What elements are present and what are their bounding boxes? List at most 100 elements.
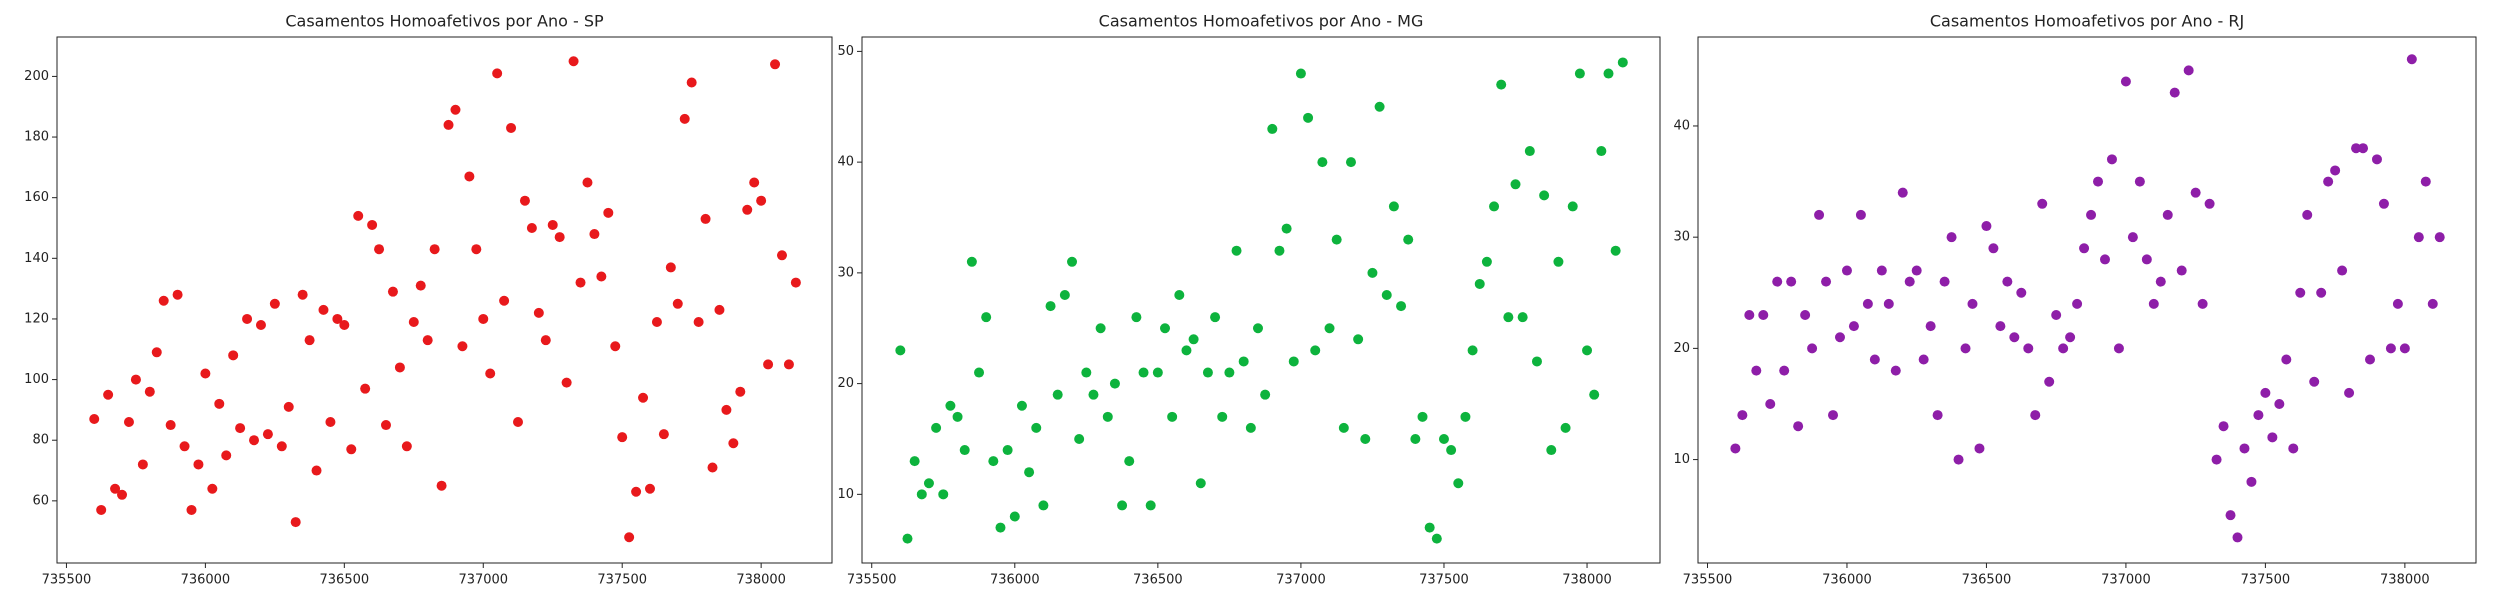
point — [1338, 422, 1349, 433]
x-tick-label: 737000 — [458, 573, 508, 588]
point — [2079, 243, 2090, 254]
point — [1217, 411, 1228, 422]
point — [631, 486, 642, 497]
point — [443, 119, 454, 130]
point — [1946, 232, 1957, 243]
point — [2176, 265, 2187, 276]
point — [1195, 478, 1206, 489]
point — [1288, 356, 1299, 367]
point — [1381, 290, 1392, 301]
point — [457, 341, 468, 352]
x-tick-label: 737500 — [597, 573, 647, 588]
point — [165, 420, 176, 431]
point — [790, 277, 801, 288]
point — [1453, 478, 1464, 489]
point — [1772, 276, 1783, 287]
point — [485, 368, 496, 379]
point — [242, 313, 253, 324]
y-tick-label: 30 — [1673, 230, 1690, 245]
point — [1095, 323, 1106, 334]
point — [436, 480, 447, 491]
point — [1862, 298, 1873, 309]
point — [2044, 376, 2055, 387]
point — [249, 435, 260, 446]
point — [931, 422, 942, 433]
point — [506, 122, 517, 133]
y-tick-label: 30 — [837, 265, 854, 280]
point — [2274, 398, 2285, 409]
point — [2190, 187, 2201, 198]
point — [2162, 209, 2173, 220]
x-tick-label: 735500 — [847, 573, 897, 588]
point — [952, 411, 963, 422]
point — [1489, 201, 1500, 212]
y-tick-label: 200 — [24, 69, 49, 84]
point — [547, 219, 558, 230]
point — [123, 417, 134, 428]
point — [1890, 365, 1901, 376]
point — [2211, 454, 2222, 465]
point — [2002, 276, 2013, 287]
point — [214, 398, 225, 409]
point — [1524, 146, 1535, 157]
point — [172, 289, 183, 300]
point — [179, 441, 190, 452]
point — [2030, 410, 2041, 421]
point — [360, 383, 371, 394]
point — [1446, 445, 1457, 456]
point — [1109, 378, 1120, 389]
point — [1281, 223, 1292, 234]
point — [2288, 443, 2299, 454]
x-tick-label: 737500 — [2241, 573, 2291, 588]
point — [783, 359, 794, 370]
point — [2351, 143, 2362, 154]
point — [1904, 276, 1915, 287]
y-tick-label: 60 — [32, 493, 49, 508]
point — [1786, 276, 1797, 287]
point — [401, 441, 412, 452]
chart-title: Casamentos Homoafetivos por Ano - RJ — [1930, 12, 2244, 31]
point — [1059, 290, 1070, 301]
point — [110, 483, 121, 494]
point — [1546, 445, 1557, 456]
point — [311, 465, 322, 476]
y-tick-label: 120 — [24, 311, 49, 326]
y-tick-label: 140 — [24, 251, 49, 266]
point — [575, 277, 586, 288]
point — [1231, 245, 1242, 256]
point — [2330, 165, 2341, 176]
point — [770, 59, 781, 70]
chart-title: Casamentos Homoafetivos por Ano - SP — [285, 12, 604, 31]
point — [512, 417, 523, 428]
point — [1828, 410, 1839, 421]
point — [1167, 411, 1178, 422]
point — [1517, 312, 1528, 323]
point — [776, 250, 787, 261]
point — [1202, 367, 1213, 378]
point — [2134, 176, 2145, 187]
point — [1160, 323, 1171, 334]
point — [1124, 456, 1135, 467]
point — [1388, 201, 1399, 212]
point — [1925, 321, 1936, 332]
x-tick-label: 738000 — [736, 573, 786, 588]
point — [665, 262, 676, 273]
point — [624, 532, 635, 543]
point — [2093, 176, 2104, 187]
point — [325, 417, 336, 428]
point — [2399, 343, 2410, 354]
point — [1009, 511, 1020, 522]
point — [895, 345, 906, 356]
point — [610, 341, 621, 352]
point — [1918, 354, 1929, 365]
point — [1995, 321, 2006, 332]
point — [589, 229, 600, 240]
point — [1245, 422, 1256, 433]
point — [415, 280, 426, 291]
point — [938, 489, 949, 500]
point — [1737, 410, 1748, 421]
point — [2371, 154, 2382, 165]
point — [144, 386, 155, 397]
point — [186, 504, 197, 515]
point — [269, 298, 280, 309]
